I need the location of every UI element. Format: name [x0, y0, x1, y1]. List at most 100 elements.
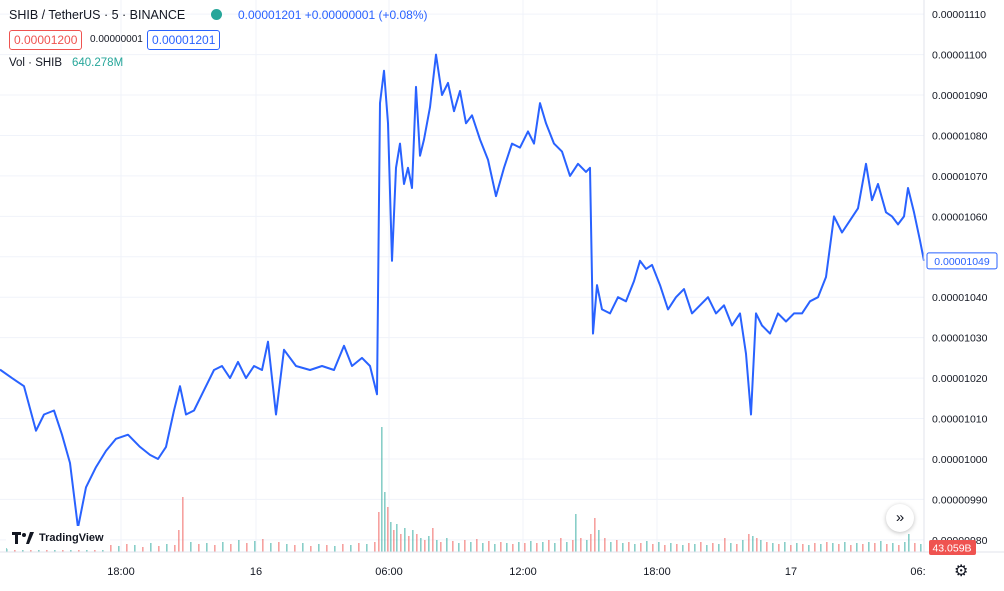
volume-bar: [500, 542, 502, 552]
volume-bar: [748, 534, 750, 552]
volume-bar: [724, 538, 726, 552]
volume-bar: [572, 540, 574, 552]
y-tick-label: 0.00001110: [932, 9, 986, 21]
volume-bar: [914, 543, 916, 552]
volume-indicator-value: 640.278M: [72, 57, 124, 69]
volume-bar: [302, 543, 304, 552]
volume-bar: [814, 543, 816, 552]
volume-bar: [700, 542, 702, 552]
volume-indicator-label[interactable]: Vol · SHIB: [9, 57, 63, 69]
symbol-title[interactable]: SHIB / TetherUS · 5 · BINANCE: [9, 8, 186, 22]
y-tick-label: 0.00001010: [932, 414, 988, 426]
volume-bar: [676, 544, 678, 552]
volume-bar: [440, 542, 442, 552]
volume-bar: [381, 427, 383, 552]
volume-bar: [736, 544, 738, 552]
volume-bar: [844, 542, 846, 552]
volume-bar: [646, 541, 648, 552]
volume-bar: [482, 543, 484, 552]
volume-bar: [850, 545, 852, 552]
volume-bar: [808, 545, 810, 552]
volume-bar: [214, 545, 216, 552]
volume-bar: [350, 545, 352, 552]
volume-bar: [178, 530, 180, 552]
volume-bar: [518, 542, 520, 552]
last-price-marker: 0.00001049: [926, 252, 998, 270]
volume-bar: [238, 540, 240, 552]
volume-bar: [416, 534, 418, 552]
volume-bar: [404, 528, 406, 552]
volume-bar: [892, 543, 894, 552]
volume-bar: [110, 545, 112, 552]
volume-bar: [610, 542, 612, 552]
x-tick-label: 06:00: [375, 566, 403, 578]
volume-bar: [598, 530, 600, 552]
volume-bar: [246, 543, 248, 552]
volume-bar: [286, 544, 288, 552]
volume-bar: [142, 547, 144, 552]
volume-bar: [166, 544, 168, 552]
volume-bar: [126, 544, 128, 552]
volume-bar: [628, 542, 630, 552]
buy-button[interactable]: 0.00001201: [147, 30, 221, 50]
scroll-right-icon[interactable]: »: [886, 504, 914, 532]
volume-bar: [294, 545, 296, 552]
volume-bar: [616, 540, 618, 552]
volume-bar: [206, 543, 208, 552]
volume-bar: [904, 542, 906, 552]
volume-bar: [838, 544, 840, 552]
volume-bar: [326, 545, 328, 552]
x-tick-label: 12:00: [509, 566, 537, 578]
volume-bar: [458, 543, 460, 552]
volume-bar: [898, 545, 900, 552]
volume-bar: [862, 544, 864, 552]
volume-bar: [826, 542, 828, 552]
volume-bar: [262, 539, 264, 552]
volume-bar: [730, 543, 732, 552]
volume-bar: [358, 543, 360, 552]
volume-bar: [575, 514, 577, 552]
y-tick-label: 0.00001080: [932, 130, 988, 142]
volume-last-label: 43.059B: [932, 543, 971, 555]
y-tick-label: 0.00001060: [932, 211, 988, 223]
volume-bar: [586, 540, 588, 552]
volume-bar: [384, 492, 386, 552]
volume-bar: [366, 544, 368, 552]
volume-bar: [310, 546, 312, 552]
sell-button[interactable]: 0.00001200: [9, 30, 83, 50]
volume-bar: [880, 541, 882, 552]
price-series-line: [0, 53, 925, 529]
y-tick-label: 0.00001030: [932, 333, 988, 345]
volume-bar: [772, 543, 774, 552]
volume-bar: [908, 534, 910, 552]
volume-bar: [436, 540, 438, 552]
volume-bar: [622, 543, 624, 552]
volume-bar: [712, 543, 714, 552]
volume-bar: [318, 544, 320, 552]
volume-bar: [766, 542, 768, 552]
volume-bar: [752, 536, 754, 552]
volume-bar: [270, 543, 272, 552]
volume-bar: [594, 518, 596, 552]
x-tick-label: 06:: [910, 566, 925, 578]
volume-bar: [796, 543, 798, 552]
y-tick-label: 0.00001040: [932, 292, 988, 304]
volume-bar: [554, 543, 556, 552]
volume-bar: [664, 545, 666, 552]
volume-bar: [334, 546, 336, 552]
volume-bar: [604, 538, 606, 552]
gear-icon[interactable]: ⚙: [954, 563, 969, 580]
volume-bar: [920, 544, 922, 552]
volume-bar: [408, 536, 410, 552]
volume-bar: [396, 524, 398, 552]
volume-bar: [542, 542, 544, 552]
y-tick-label: 0.00001000: [932, 454, 988, 466]
volume-bar: [158, 546, 160, 552]
volume-bar: [470, 542, 472, 552]
volume-bar: [190, 542, 192, 552]
volume-bar: [756, 538, 758, 552]
tradingview-logo[interactable]: TradingView: [6, 526, 110, 550]
volume-bar: [488, 541, 490, 552]
volume-marker: 43.059B: [929, 540, 976, 555]
